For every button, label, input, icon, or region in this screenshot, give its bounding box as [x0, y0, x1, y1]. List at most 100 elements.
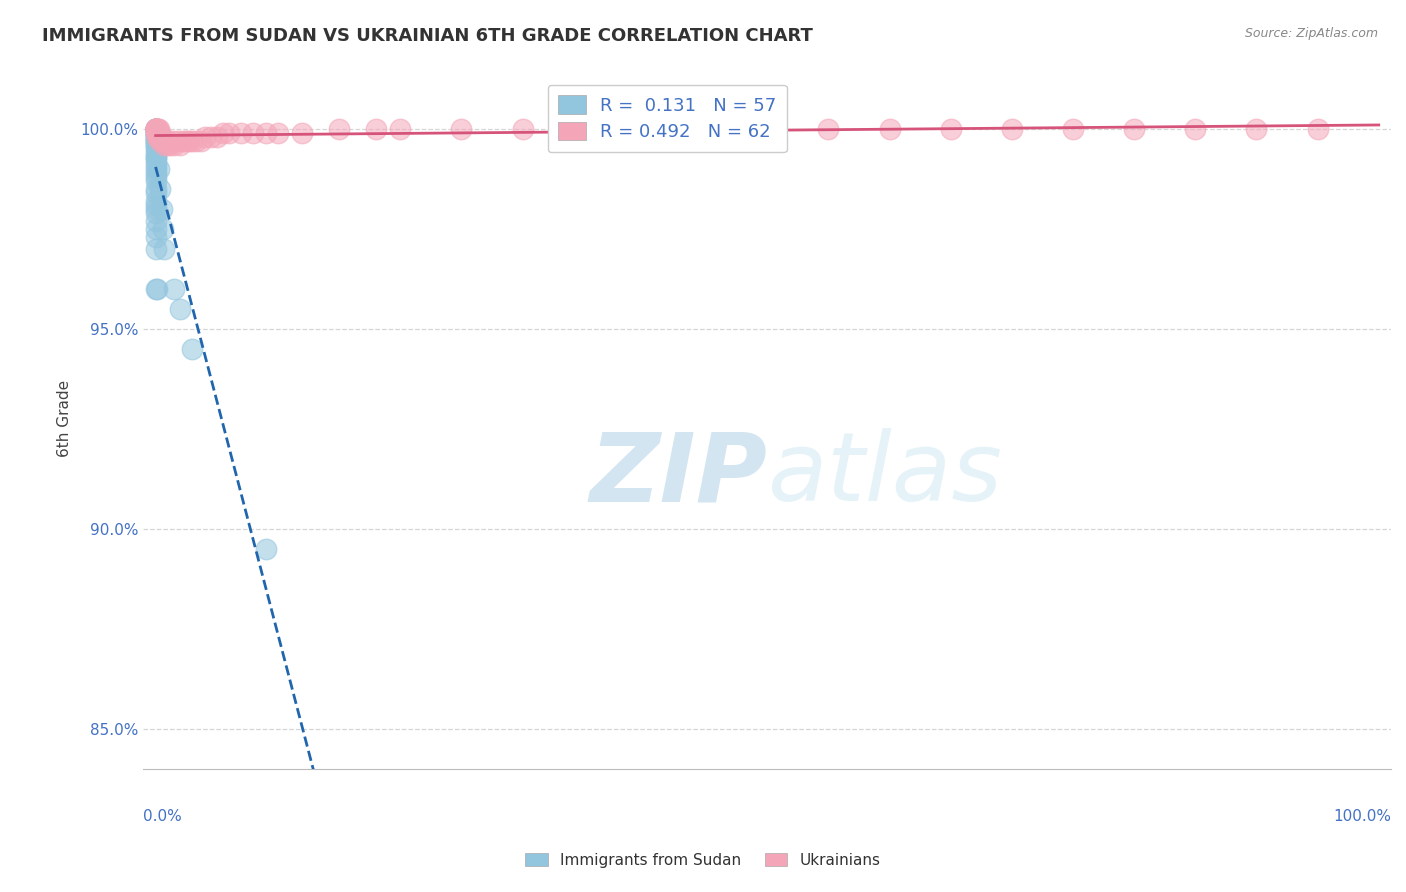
Point [145, 121, 167, 136]
Point [174, 134, 197, 148]
Text: Source: ZipAtlas.com: Source: ZipAtlas.com [1244, 27, 1378, 40]
Point [145, 121, 167, 136]
Point [145, 121, 167, 136]
Point [145, 169, 167, 184]
Point [200, 129, 222, 144]
Point [155, 134, 177, 148]
Point [231, 126, 253, 140]
Point [152, 134, 174, 148]
Point [145, 126, 167, 140]
Point [148, 129, 170, 144]
Point [145, 121, 167, 136]
Point [145, 150, 167, 164]
Point [146, 134, 169, 148]
Point [145, 121, 167, 136]
Point [254, 541, 277, 556]
Point [145, 134, 167, 148]
Point [145, 121, 167, 136]
Point [145, 242, 167, 256]
Point [145, 121, 167, 136]
Point [145, 129, 167, 144]
Point [146, 129, 169, 144]
Point [145, 126, 167, 140]
Point [145, 134, 167, 148]
Point [291, 126, 314, 140]
Point [145, 282, 167, 296]
Point [145, 158, 167, 172]
Legend: Immigrants from Sudan, Ukrainians: Immigrants from Sudan, Ukrainians [517, 845, 889, 875]
Point [145, 126, 167, 140]
Point [145, 205, 167, 219]
Point [145, 126, 167, 140]
Point [169, 137, 191, 152]
Point [153, 137, 176, 152]
Y-axis label: 6th Grade: 6th Grade [58, 380, 72, 458]
Point [145, 121, 167, 136]
Point [156, 137, 179, 152]
Text: ZIP: ZIP [589, 428, 768, 522]
Point [145, 121, 167, 136]
Point [145, 121, 167, 136]
Point [145, 145, 167, 160]
Point [328, 121, 350, 136]
Point [148, 121, 170, 136]
Point [169, 301, 191, 316]
Legend: R =  0.131   N = 57, R = 0.492   N = 62: R = 0.131 N = 57, R = 0.492 N = 62 [548, 85, 787, 153]
Point [145, 129, 167, 144]
Point [181, 134, 204, 148]
Point [145, 121, 167, 136]
Point [190, 134, 212, 148]
Point [1062, 121, 1084, 136]
Point [145, 126, 167, 140]
Point [148, 161, 170, 176]
Point [153, 242, 176, 256]
Point [162, 134, 184, 148]
Point [218, 126, 240, 140]
Point [146, 129, 169, 144]
Point [145, 221, 167, 235]
Point [146, 129, 169, 144]
Point [145, 174, 167, 188]
Point [145, 186, 167, 200]
Point [146, 126, 169, 140]
Point [817, 121, 839, 136]
Point [756, 121, 779, 136]
Point [145, 137, 167, 152]
Point [152, 221, 174, 235]
Point [146, 121, 169, 136]
Point [145, 213, 167, 227]
Point [145, 121, 167, 136]
Point [163, 282, 186, 296]
Point [364, 121, 387, 136]
Point [184, 134, 207, 148]
Point [159, 137, 181, 152]
Point [150, 129, 173, 144]
Point [145, 150, 167, 164]
Point [145, 121, 167, 136]
Text: atlas: atlas [768, 428, 1002, 522]
Point [1184, 121, 1206, 136]
Text: 0.0%: 0.0% [143, 809, 183, 824]
Point [145, 229, 167, 244]
Point [146, 282, 169, 296]
Point [512, 121, 534, 136]
Point [181, 342, 204, 356]
Point [879, 121, 901, 136]
Point [145, 197, 167, 211]
Point [145, 142, 167, 156]
Point [205, 129, 228, 144]
Point [166, 134, 188, 148]
Point [149, 134, 172, 148]
Point [145, 121, 167, 136]
Point [450, 121, 472, 136]
Point [1123, 121, 1146, 136]
Point [145, 121, 167, 136]
Point [1246, 121, 1268, 136]
Point [695, 121, 717, 136]
Point [145, 137, 167, 152]
Point [145, 202, 167, 216]
Point [145, 166, 167, 180]
Point [150, 202, 173, 216]
Point [145, 181, 167, 195]
Point [145, 161, 167, 176]
